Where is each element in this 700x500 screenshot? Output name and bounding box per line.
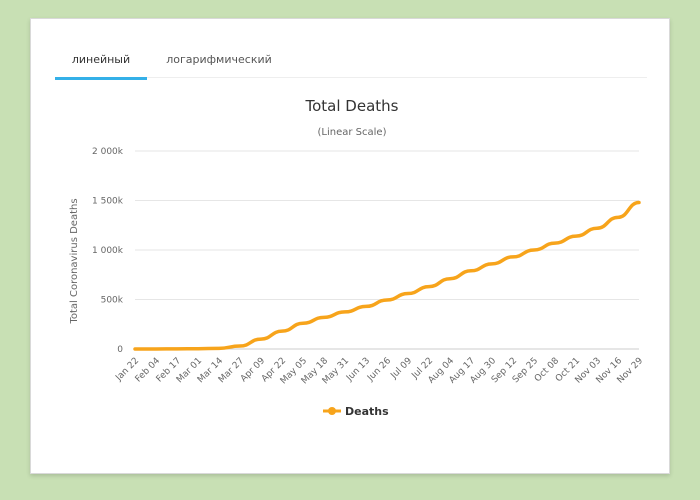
y-tick-label: 2 000k [92, 147, 124, 157]
chart-subtitle: (Linear Scale) [318, 127, 387, 138]
deaths-line-chart: Total Deaths (Linear Scale) Total Corona… [69, 97, 645, 418]
tab-linear[interactable]: линейный [71, 53, 131, 66]
series-line-deaths [133, 200, 641, 351]
y-tick-label: 0 [117, 345, 123, 355]
legend-label: Deaths [345, 405, 389, 418]
legend-marker-icon [328, 407, 336, 415]
scale-tabs: линейный логарифмический [55, 49, 647, 80]
y-tick-label: 1 500k [92, 197, 124, 207]
legend[interactable]: Deaths [323, 405, 389, 418]
x-tick-label: Jun 13 [344, 356, 372, 384]
y-tick-label: 500k [101, 296, 124, 306]
x-tick-label: Jun 26 [365, 356, 393, 384]
series-group [133, 200, 641, 351]
chart-card: линейный логарифмический Total Deaths (L… [30, 18, 670, 474]
y-axis-ticks: 0 500k 1 000k 1 500k 2 000k [92, 147, 124, 355]
x-tick-label: Jul 09 [389, 356, 415, 382]
grid-lines [135, 150, 639, 350]
tab-logarithmic[interactable]: логарифмический [166, 53, 272, 66]
tab-active-indicator [55, 77, 147, 80]
chart-title: Total Deaths [305, 97, 399, 115]
y-tick-label: 1 000k [92, 246, 124, 256]
y-axis-title: Total Coronavirus Deaths [69, 198, 80, 324]
